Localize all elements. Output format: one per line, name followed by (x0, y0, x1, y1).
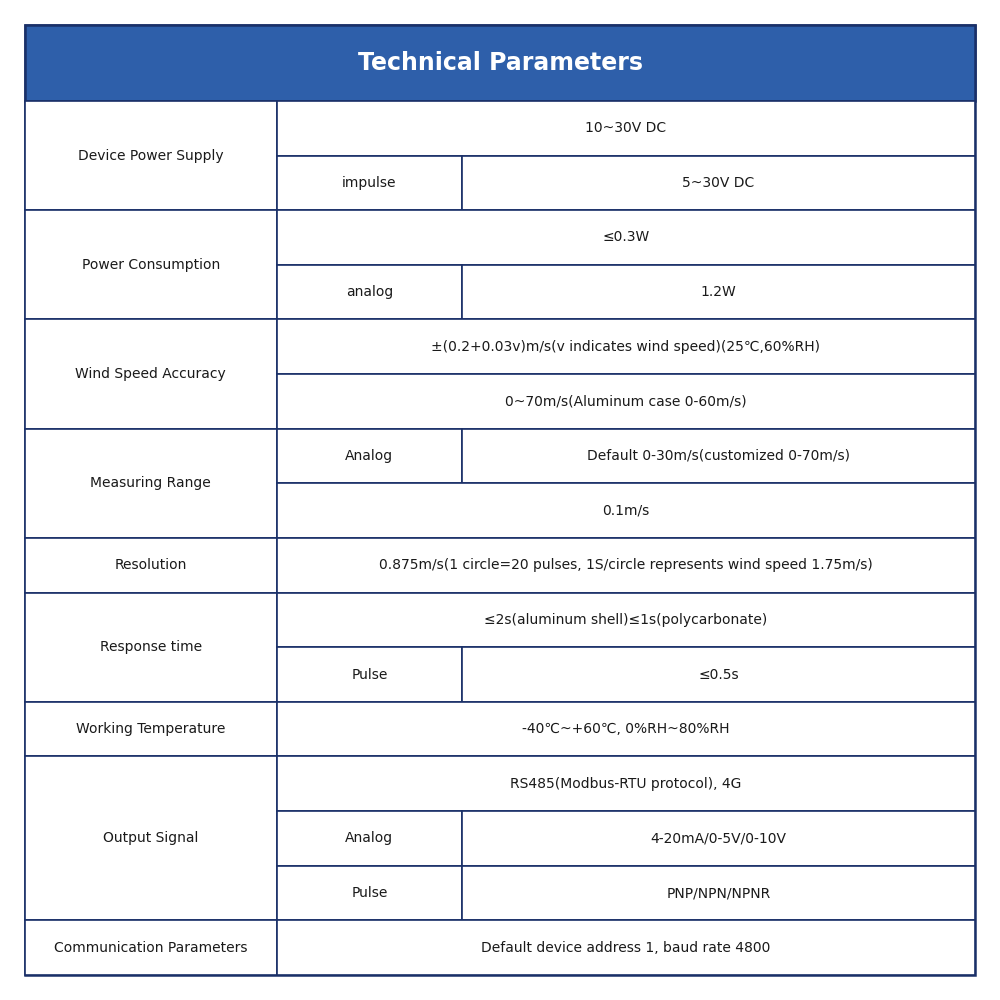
Bar (277, 811, 462, 866)
Bar (277, 374, 975, 429)
Text: 0.875m/s(1 circle=20 pulses, 1S/circle represents wind speed 1.75m/s): 0.875m/s(1 circle=20 pulses, 1S/circle r… (379, 558, 873, 572)
Bar (25, 593, 277, 702)
Bar (25, 101, 277, 210)
Text: Working Temperature: Working Temperature (76, 722, 226, 736)
Bar (462, 156, 975, 210)
Bar (277, 483, 975, 538)
Bar (25, 702, 277, 756)
Text: Communication Parameters: Communication Parameters (54, 941, 248, 955)
Text: Default device address 1, baud rate 4800: Default device address 1, baud rate 4800 (481, 941, 771, 955)
Text: 0~70m/s(Aluminum case 0-60m/s): 0~70m/s(Aluminum case 0-60m/s) (505, 394, 747, 408)
Text: PNP/NPN/NPNR: PNP/NPN/NPNR (666, 886, 771, 900)
Text: Technical Parameters: Technical Parameters (358, 51, 642, 75)
Text: ≤2s(aluminum shell)≤1s(polycarbonate): ≤2s(aluminum shell)≤1s(polycarbonate) (484, 613, 768, 627)
Text: 0.1m/s: 0.1m/s (602, 504, 650, 518)
Bar (277, 756, 975, 811)
Bar (277, 702, 975, 756)
Text: 1.2W: 1.2W (701, 285, 736, 299)
Text: RS485(Modbus-RTU protocol), 4G: RS485(Modbus-RTU protocol), 4G (510, 777, 742, 791)
Bar (277, 265, 462, 319)
Text: ≤0.5s: ≤0.5s (698, 668, 739, 682)
Text: Wind Speed Accuracy: Wind Speed Accuracy (75, 367, 226, 381)
Bar (277, 593, 975, 647)
Bar (462, 429, 975, 483)
Bar (277, 647, 462, 702)
Text: Pulse: Pulse (351, 886, 388, 900)
Bar (277, 156, 462, 210)
Text: 10~30V DC: 10~30V DC (585, 121, 666, 135)
Text: Response time: Response time (100, 640, 202, 654)
Text: -40℃~+60℃, 0%RH~80%RH: -40℃~+60℃, 0%RH~80%RH (522, 722, 730, 736)
Text: Analog: Analog (345, 449, 393, 463)
Bar (462, 811, 975, 866)
Text: ≤0.3W: ≤0.3W (602, 230, 650, 244)
Text: Measuring Range: Measuring Range (90, 476, 211, 490)
Text: Output Signal: Output Signal (103, 831, 199, 845)
Bar (277, 866, 462, 920)
Bar (25, 756, 277, 920)
Text: impulse: impulse (342, 176, 397, 190)
Text: Device Power Supply: Device Power Supply (78, 149, 224, 163)
Text: Resolution: Resolution (115, 558, 187, 572)
Bar (462, 265, 975, 319)
Text: 4-20mA/0-5V/0-10V: 4-20mA/0-5V/0-10V (650, 831, 786, 845)
Bar (277, 429, 462, 483)
Bar (25, 538, 277, 593)
Text: analog: analog (346, 285, 393, 299)
Bar (462, 647, 975, 702)
Bar (277, 319, 975, 374)
Bar (25, 210, 277, 319)
Text: Power Consumption: Power Consumption (82, 258, 220, 272)
Bar (277, 920, 975, 975)
Bar (462, 866, 975, 920)
Bar (25, 25, 975, 101)
Bar (25, 429, 277, 538)
Text: ±(0.2+0.03v)m/s(v indicates wind speed)(25℃,60%RH): ±(0.2+0.03v)m/s(v indicates wind speed)(… (431, 340, 820, 354)
Bar (25, 319, 277, 429)
Bar (25, 920, 277, 975)
Text: Analog: Analog (345, 831, 393, 845)
Bar (277, 210, 975, 265)
Text: 5~30V DC: 5~30V DC (682, 176, 755, 190)
Bar (277, 538, 975, 593)
Bar (277, 101, 975, 156)
Text: Default 0-30m/s(customized 0-70m/s): Default 0-30m/s(customized 0-70m/s) (587, 449, 850, 463)
Text: Pulse: Pulse (351, 668, 388, 682)
